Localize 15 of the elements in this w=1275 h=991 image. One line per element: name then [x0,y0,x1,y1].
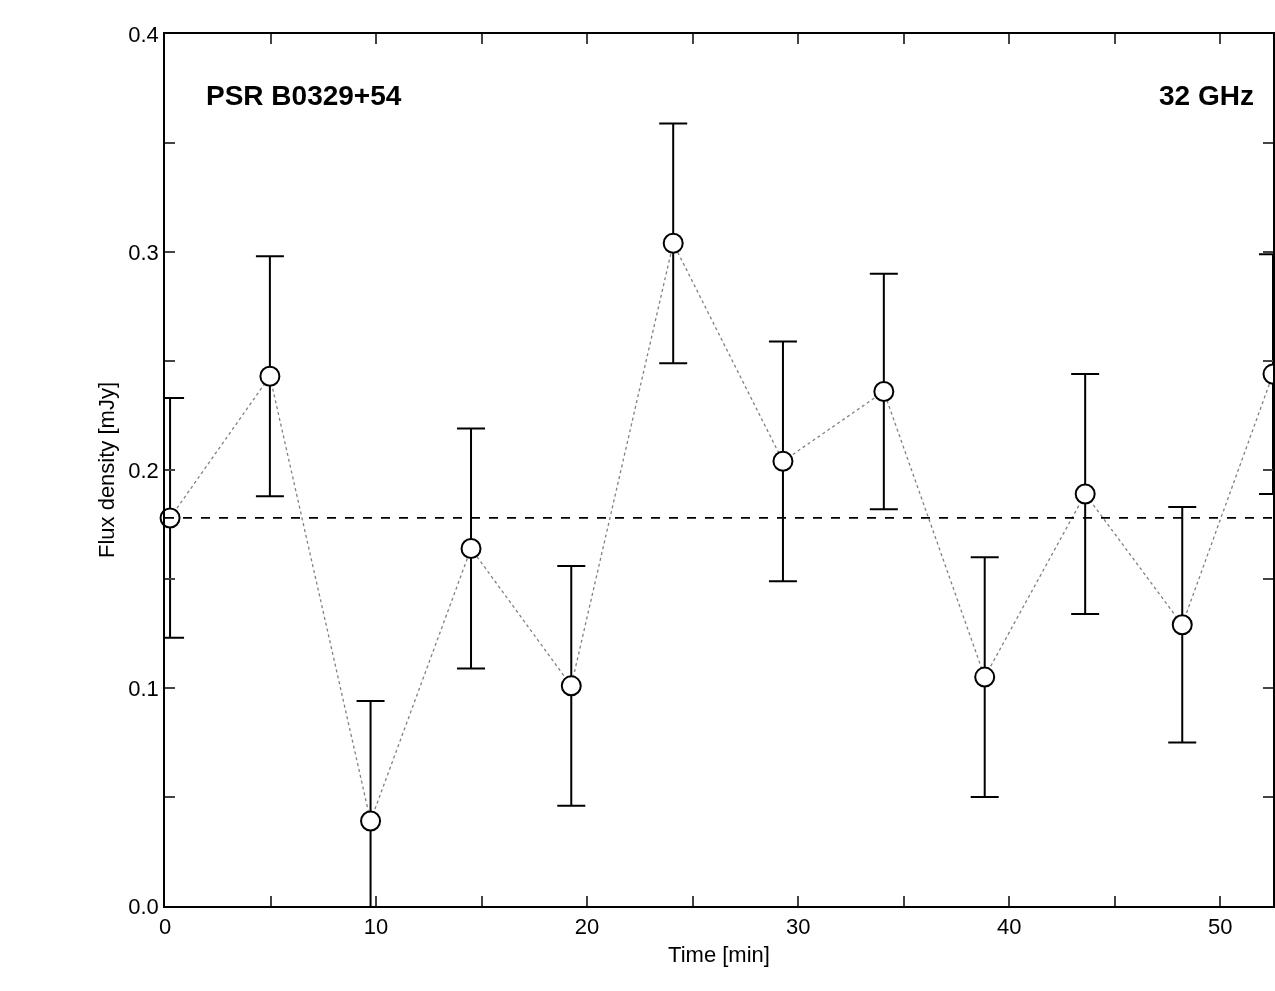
y-tick-label: 0.4 [128,21,159,47]
x-tick-label: 30 [785,914,811,940]
y-tick-label: 0.2 [128,457,159,483]
y-tick-label: 0.3 [128,239,159,265]
x-tick-label: 50 [1208,914,1233,940]
annotation: PSR B0329+54 [206,80,402,111]
annotation: 32 GHz [1159,80,1254,111]
y-axis-title: Flux density [mJy] [93,381,119,559]
x-tick-label: 20 [574,914,600,940]
y-tick-label: 0.1 [128,675,159,701]
x-tick-label: 40 [996,914,1022,940]
x-tick-label: 10 [363,914,389,940]
x-axis-title: Time [min] [668,941,770,967]
y-tick-label: 0.0 [128,893,159,919]
x-tick-label: 0 [158,914,172,940]
